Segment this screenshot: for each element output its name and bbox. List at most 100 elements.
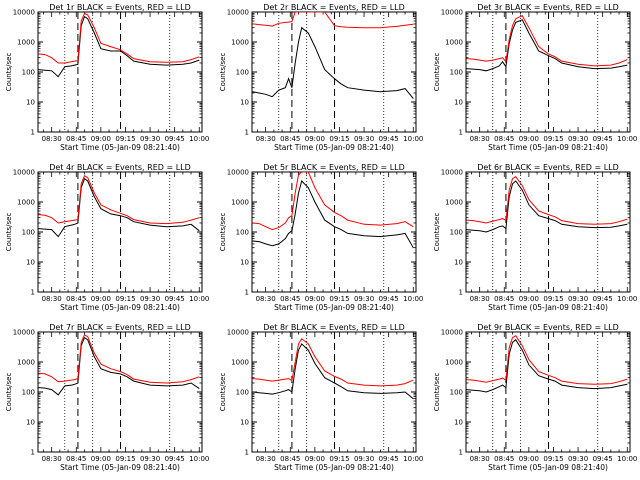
lld-series-line	[38, 12, 200, 64]
x-axis-label: Start Time (05-Jan-09 08:21:40)	[488, 463, 608, 472]
y-tick-label: 1	[31, 289, 35, 297]
plot-frame	[465, 171, 631, 293]
x-tick-label: 09:45	[593, 295, 613, 303]
lld-series-line	[252, 337, 414, 387]
x-tick-label: 08:45	[494, 135, 514, 143]
y-tick-label: 10000	[13, 9, 35, 17]
events-series-line	[252, 26, 414, 99]
plot-frame	[37, 11, 203, 133]
x-tick-label: 08:45	[280, 295, 300, 303]
events-series-line	[466, 339, 628, 393]
plot-frame	[251, 11, 417, 133]
x-axis-label: Start Time (05-Jan-09 08:21:40)	[488, 143, 608, 152]
y-tick-label: 10	[454, 259, 463, 267]
y-tick-label: 100	[236, 69, 249, 77]
events-series-line	[466, 180, 628, 233]
x-tick-label: 08:30	[42, 295, 62, 303]
y-tick-label: 1000	[231, 359, 249, 367]
x-tick-label: 09:15	[115, 135, 135, 143]
y-tick-label: 1	[459, 129, 463, 137]
x-tick-label: 10:00	[617, 295, 637, 303]
y-tick-label: 10000	[13, 169, 35, 177]
x-tick-label: 09:00	[519, 295, 539, 303]
x-tick-label: 08:30	[470, 135, 490, 143]
plot-frame	[465, 331, 631, 453]
plot-frame	[465, 11, 631, 133]
x-tick-label: 09:15	[115, 455, 135, 463]
x-tick-label: 10:00	[617, 135, 637, 143]
chart-panel: Det 7r BLACK = Events, RED = LLD 1 10 100 10…	[5, 323, 209, 472]
y-tick-label: 10000	[227, 169, 249, 177]
lld-series-line	[466, 335, 628, 385]
plot-frame	[37, 171, 203, 293]
x-tick-label: 09:15	[543, 135, 563, 143]
x-tick-label: 09:15	[329, 295, 349, 303]
x-tick-label: 09:45	[165, 135, 185, 143]
x-tick-label: 10:00	[189, 135, 209, 143]
x-tick-label: 08:30	[42, 455, 62, 463]
y-tick-label: 1000	[445, 199, 463, 207]
x-tick-label: 08:30	[256, 455, 276, 463]
x-tick-label: 09:45	[165, 455, 185, 463]
y-tick-label: 100	[22, 69, 35, 77]
x-axis-label: Start Time (05-Jan-09 08:21:40)	[274, 303, 394, 312]
y-tick-label: 10000	[441, 9, 463, 17]
y-tick-label: 100	[236, 389, 249, 397]
y-tick-label: 100	[450, 389, 463, 397]
x-tick-label: 10:00	[403, 135, 423, 143]
x-tick-label: 10:00	[403, 455, 423, 463]
x-tick-label: 09:00	[305, 455, 325, 463]
y-tick-label: 1	[245, 129, 249, 137]
events-series-line	[38, 177, 200, 238]
lld-series-line	[252, 172, 414, 231]
y-axis-label: Counts/sec	[219, 373, 227, 412]
y-tick-label: 1000	[17, 199, 35, 207]
y-tick-label: 10	[454, 99, 463, 107]
chart-panel: Det 6r BLACK = Events, RED = LLD 1 10 100 10…	[433, 163, 637, 312]
chart-title: Det 8r BLACK = Events, RED = LLD	[263, 323, 405, 332]
chart-panel: Det 4r BLACK = Events, RED = LLD 1 10 100 10…	[5, 163, 209, 312]
chart-panel: Det 5r BLACK = Events, RED = LLD 1 10 100 10…	[219, 163, 423, 312]
events-series-line	[252, 343, 414, 400]
x-tick-label: 09:15	[115, 295, 135, 303]
lld-series-line	[466, 175, 628, 225]
y-axis-label: Counts/sec	[433, 213, 441, 252]
y-tick-label: 10	[26, 259, 35, 267]
x-tick-label: 09:00	[305, 295, 325, 303]
x-tick-label: 10:00	[617, 455, 637, 463]
x-tick-label: 09:30	[354, 295, 374, 303]
x-axis-label: Start Time (05-Jan-09 08:21:40)	[60, 463, 180, 472]
y-tick-label: 1000	[17, 359, 35, 367]
x-tick-label: 09:30	[568, 135, 588, 143]
chart-panel: Det 2r BLACK = Events, RED = LLD 1 10 100 10…	[219, 3, 423, 152]
x-tick-label: 09:30	[140, 455, 160, 463]
y-tick-label: 1	[459, 289, 463, 297]
x-tick-label: 08:45	[494, 295, 514, 303]
y-tick-label: 10000	[227, 9, 249, 17]
x-tick-label: 09:45	[593, 455, 613, 463]
y-tick-label: 100	[450, 69, 463, 77]
x-axis-label: Start Time (05-Jan-09 08:21:40)	[488, 303, 608, 312]
chart-title: Det 9r BLACK = Events, RED = LLD	[477, 323, 619, 332]
x-tick-label: 09:45	[379, 455, 399, 463]
chart-panel: Det 3r BLACK = Events, RED = LLD 1 10 100 10…	[433, 3, 637, 152]
x-tick-label: 08:30	[42, 135, 62, 143]
x-tick-label: 08:45	[66, 295, 86, 303]
y-tick-label: 1000	[17, 39, 35, 47]
y-axis-label: Counts/sec	[5, 53, 13, 92]
plot-frame	[37, 331, 203, 453]
x-tick-label: 09:45	[165, 295, 185, 303]
x-tick-label: 09:00	[519, 135, 539, 143]
y-tick-label: 10	[240, 99, 249, 107]
y-tick-label: 100	[22, 389, 35, 397]
x-tick-label: 10:00	[403, 295, 423, 303]
x-tick-label: 08:45	[280, 455, 300, 463]
chart-title: Det 1r BLACK = Events, RED = LLD	[49, 3, 191, 12]
x-tick-label: 09:15	[329, 135, 349, 143]
x-tick-label: 08:45	[66, 135, 86, 143]
x-tick-label: 09:30	[140, 135, 160, 143]
chart-title: Det 7r BLACK = Events, RED = LLD	[49, 323, 191, 332]
events-series-line	[38, 336, 200, 396]
chart-panel: Det 8r BLACK = Events, RED = LLD 1 10 100 10…	[219, 323, 423, 472]
